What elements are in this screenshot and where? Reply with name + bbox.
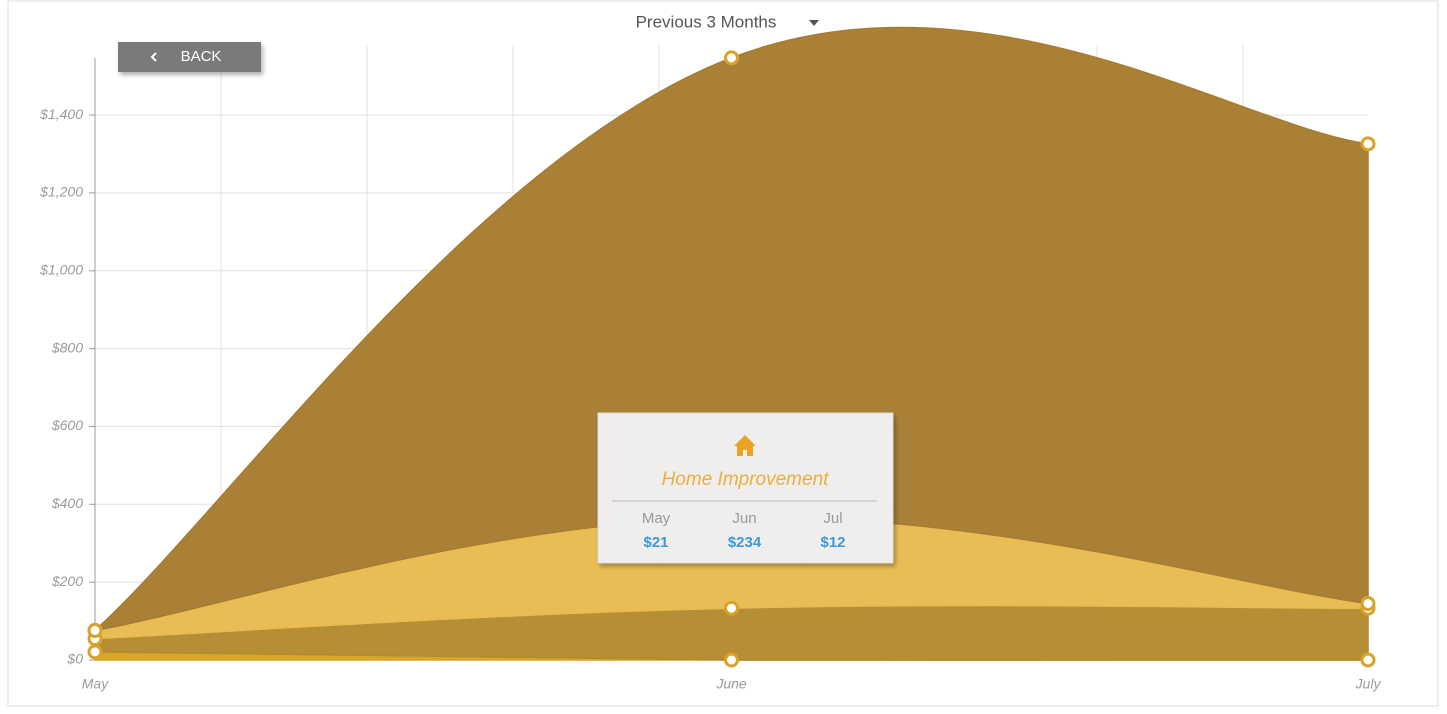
- tooltip-value: $12: [820, 534, 845, 551]
- dropdown-arrow[interactable]: [809, 20, 819, 26]
- marker: [1360, 136, 1376, 152]
- home-icon: [734, 435, 756, 456]
- frame: [7, 0, 1439, 707]
- x-tick-label: June: [715, 676, 747, 692]
- y-tick-label: $1,400: [39, 106, 83, 122]
- tooltip-month: Jul: [823, 510, 842, 527]
- area: [92, 26, 1369, 632]
- areas: [92, 26, 1369, 662]
- y-tick-label: $1,200: [39, 184, 83, 200]
- marker: [1360, 596, 1376, 612]
- back-button-bg[interactable]: [118, 42, 261, 72]
- marker: [724, 600, 739, 616]
- y-tick-label: $0: [66, 651, 83, 667]
- marker: [87, 644, 103, 660]
- y-tick-label: $1,000: [39, 261, 83, 277]
- x-tick-label: May: [82, 676, 109, 692]
- tooltip: Home Improvement May $21 Jun $234 Jul $12: [597, 412, 894, 564]
- tooltip-month: Jun: [732, 510, 756, 527]
- marker: [1360, 652, 1376, 668]
- tooltip-value: $21: [643, 534, 668, 551]
- tooltip-title: Home Improvement: [662, 469, 830, 490]
- marker: [724, 652, 739, 668]
- tooltip-value: $234: [728, 534, 762, 551]
- marker: [87, 622, 103, 638]
- y-tick-label: $400: [51, 495, 83, 511]
- chevron: [150, 52, 157, 62]
- back-button[interactable]: BACK: [118, 42, 261, 72]
- x-tick-label: July: [1355, 676, 1382, 692]
- back-label[interactable]: BACK: [181, 48, 222, 65]
- y-tick-label: $600: [51, 417, 83, 433]
- range-selector[interactable]: Previous 3 Months: [636, 12, 777, 31]
- tooltip-month: May: [642, 510, 671, 527]
- marker: [724, 50, 739, 66]
- y-tick-label: $200: [51, 573, 83, 589]
- y-tick-label: $800: [51, 339, 83, 355]
